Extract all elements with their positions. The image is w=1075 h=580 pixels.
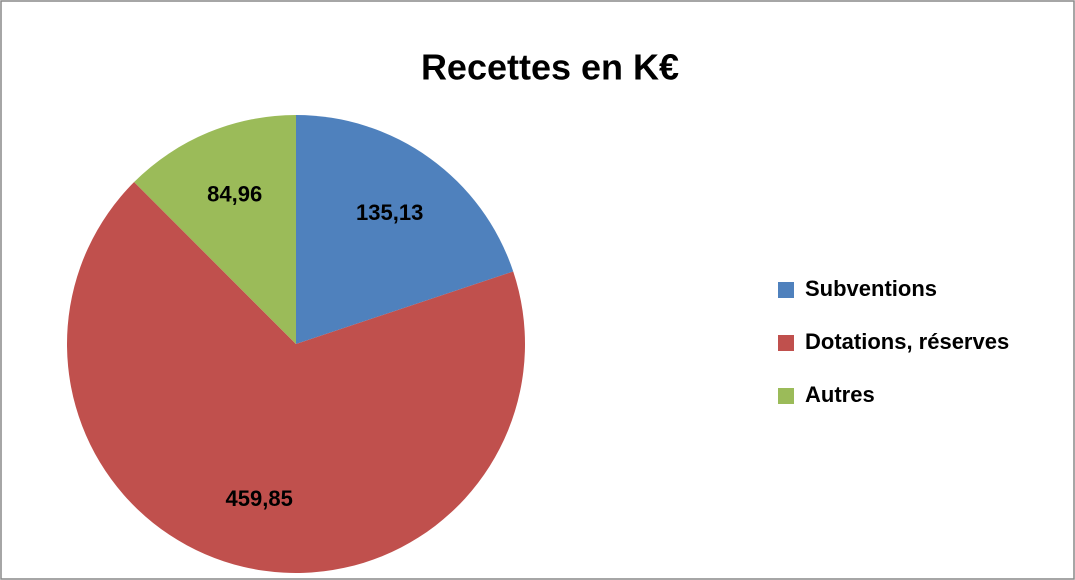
pie-slice [134,115,296,344]
pie-slice [67,182,526,573]
legend-label: Dotations, réserves [805,329,1009,354]
legend-swatch [778,282,794,298]
data-label: 84,96 [207,182,262,207]
chart-title: Recettes en K€ [421,47,679,88]
legend-swatch [778,388,794,404]
legend-label: Autres [805,382,875,407]
legend-label: Subventions [805,276,937,301]
legend-swatch [778,335,794,351]
data-label: 135,13 [356,200,423,225]
pie-slice [296,115,514,344]
data-label: 459,85 [226,486,293,511]
